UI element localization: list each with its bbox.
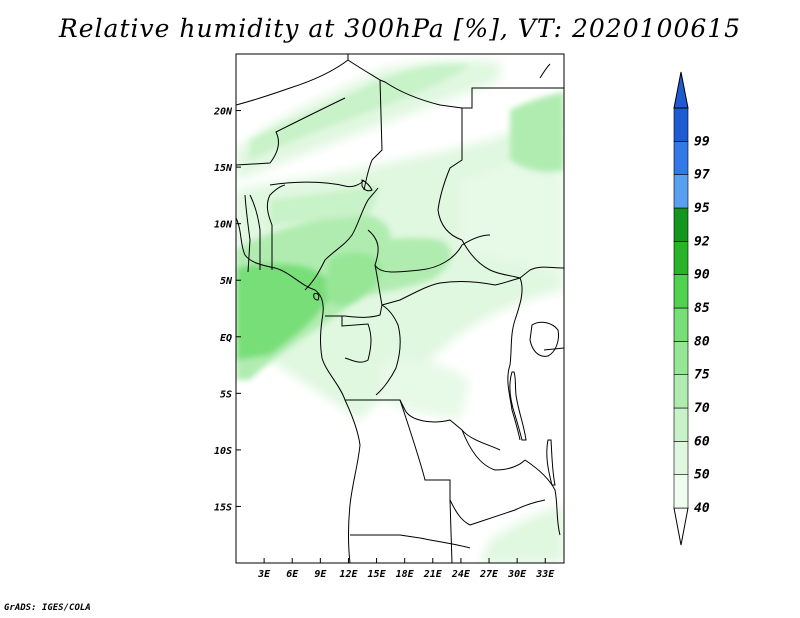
colorbar-label: 80 (694, 334, 710, 349)
humidity-max-cameroon (325, 252, 381, 307)
colorbar: 40 50 60 70 75 80 85 90 92 95 97 99 (673, 71, 710, 546)
lake-chad (361, 179, 373, 192)
border-namibia-botswana (449, 499, 453, 563)
lon-tick-label: 30E (507, 569, 527, 580)
colorbar-swatch (673, 207, 689, 242)
coast-east (543, 347, 564, 351)
humidity-core-north (270, 185, 380, 225)
border-algeria-niger (236, 54, 349, 106)
coast-red-sea (539, 63, 551, 79)
border-sudan-south (461, 239, 564, 279)
island-bioko (313, 293, 320, 301)
longitude-axis: 3E 6E 9E 12E 15E 18E 21E 24E 27E 30E 33E (257, 558, 555, 580)
humidity-core-sahel (250, 64, 470, 160)
lake-malawi (546, 439, 556, 486)
lon-tick-label: 9E (314, 569, 327, 580)
humidity-max-coast (236, 263, 330, 360)
map-frame (235, 53, 565, 564)
colorbar-swatch (673, 407, 689, 442)
humidity-region-sahel (236, 60, 500, 180)
border-mali-niger (236, 97, 346, 166)
lon-tick-label: 27E (479, 569, 499, 580)
border-chad-sudan (437, 108, 463, 241)
lake-victoria (529, 321, 559, 357)
border-congo-drc (375, 304, 401, 396)
colorbar-label: 90 (694, 268, 710, 283)
colorbar-swatch (673, 241, 689, 275)
colorbar-swatch (673, 107, 689, 142)
lat-tick-label: 15N (214, 163, 233, 174)
colorbar-label: 70 (694, 401, 710, 416)
colorbar-swatch (673, 341, 689, 375)
colorbar-swatch (673, 274, 689, 309)
colorbar-above-triangle (673, 71, 689, 109)
colorbar-label: 95 (694, 201, 710, 216)
colorbar-label: 85 (694, 301, 710, 316)
border-car-drc (381, 277, 521, 306)
border-niger-chad (363, 79, 383, 191)
colorbar-swatch (673, 307, 689, 342)
border-benin-togo (249, 194, 261, 270)
border-chad-car (367, 229, 491, 273)
lon-tick-label: 12E (339, 569, 358, 580)
lon-tick-label: 15E (368, 569, 387, 580)
border-mozambique (524, 459, 561, 536)
border-nigeria-cameroon (304, 187, 379, 291)
lon-tick-label: 24E (451, 569, 471, 580)
lat-tick-label: 20N (213, 107, 233, 118)
border-togo-ghana (244, 194, 251, 273)
colorbar-label: 60 (694, 434, 710, 449)
border-niger-libya (347, 59, 463, 109)
lon-tick-label: 33E (535, 569, 555, 580)
colorbar-label: 75 (694, 368, 710, 383)
colorbar-label: 99 (694, 134, 710, 149)
colorbar-below-triangle (673, 507, 689, 546)
colorbar-label: 40 (694, 501, 710, 516)
colorbar-label: 50 (694, 468, 710, 483)
humidity-field (236, 60, 564, 563)
lon-tick-label: 6E (286, 569, 299, 580)
lon-tick-label: 21E (423, 569, 443, 580)
lat-tick-label: 15S (214, 502, 232, 513)
lat-tick-label: EQ (220, 333, 232, 344)
border-drc-angola (345, 399, 501, 451)
humidity-max-east (510, 92, 564, 172)
border-gabon-congo (325, 315, 372, 363)
border-niger-nigeria (269, 179, 365, 188)
lon-tick-label: 18E (396, 569, 415, 580)
lat-tick-label: 10S (214, 446, 232, 457)
colorbar-swatch (673, 374, 689, 409)
grads-credit: GrADS: IGES/COLA (4, 603, 91, 613)
colorbar-swatch (673, 174, 689, 209)
border-nigeria-benin (266, 184, 286, 270)
colorbar-label: 92 (694, 234, 710, 249)
lat-tick-label: 5S (220, 389, 232, 400)
lat-tick-label: 5N (220, 276, 233, 287)
colorbar-label: 97 (694, 168, 710, 183)
lon-tick-label: 3E (257, 569, 271, 580)
border-angola-zambia (399, 399, 471, 526)
colorbar-swatch (673, 474, 689, 509)
border-drc-east (507, 277, 523, 441)
humidity-region-south (380, 358, 470, 420)
colorbar-swatch (673, 141, 689, 175)
border-libya-egypt (462, 87, 564, 109)
country-boundaries (236, 54, 564, 563)
border-zambia-drc (461, 429, 526, 471)
lat-tick-label: 10N (214, 220, 233, 231)
humidity-region-southeast (480, 505, 564, 563)
map-title: Relative humidity at 300hPa [%], VT: 202… (58, 14, 742, 43)
border-cameroon-car (325, 264, 383, 318)
border-zambia-south (469, 499, 546, 526)
colorbar-swatch (673, 441, 689, 475)
lake-tanganyika (509, 371, 527, 441)
latitude-axis: 20N 15N 10N 5N EQ 5S 10S 15S (213, 107, 241, 513)
border-angola-namibia (350, 534, 471, 549)
coastline-gulf-of-guinea (236, 217, 361, 563)
